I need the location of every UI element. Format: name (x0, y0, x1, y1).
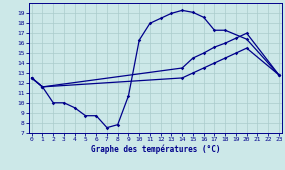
X-axis label: Graphe des températures (°C): Graphe des températures (°C) (91, 144, 220, 154)
